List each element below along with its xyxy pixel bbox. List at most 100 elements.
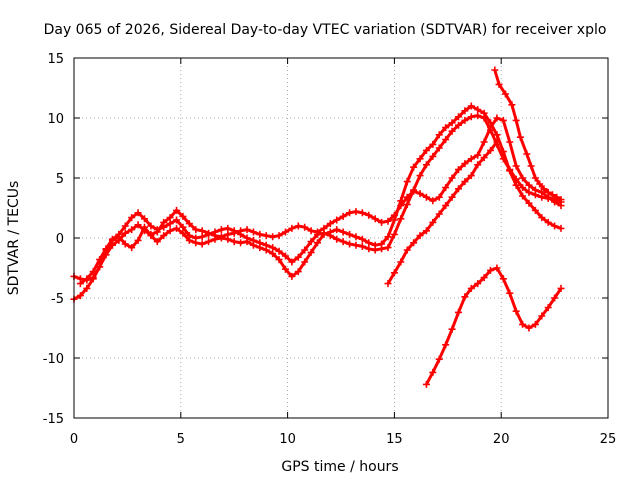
data-point	[378, 218, 386, 226]
series-track-4	[384, 138, 501, 288]
data-point	[173, 216, 181, 224]
data-point	[557, 224, 565, 232]
data-point	[512, 181, 520, 189]
data-point	[442, 136, 450, 144]
series-trace	[493, 69, 562, 201]
data-point	[461, 178, 469, 186]
y-tick-label: 5	[56, 172, 64, 187]
data-point	[179, 212, 187, 220]
data-point	[506, 289, 514, 297]
data-point	[294, 268, 302, 276]
data-point	[467, 155, 475, 163]
data-point	[288, 224, 296, 232]
data-point	[307, 227, 315, 235]
data-point	[237, 239, 245, 247]
data-point	[487, 266, 495, 274]
data-point	[480, 138, 488, 146]
data-point	[487, 146, 495, 154]
data-point	[230, 227, 238, 235]
data-point	[390, 269, 398, 277]
data-point	[525, 324, 533, 332]
data-point	[506, 138, 514, 146]
data-point	[429, 152, 437, 160]
data-point	[160, 232, 168, 240]
data-point	[384, 233, 392, 241]
data-point	[480, 154, 488, 162]
data-point	[467, 102, 475, 110]
data-point	[217, 234, 225, 242]
data-point	[435, 144, 443, 152]
data-point	[557, 284, 565, 292]
x-tick-label: 20	[493, 432, 510, 447]
data-point	[467, 113, 475, 121]
data-point	[480, 274, 488, 282]
y-tick-label: 15	[47, 52, 64, 67]
data-point	[179, 229, 187, 237]
data-point	[474, 112, 482, 120]
data-point	[326, 220, 334, 228]
data-point	[551, 222, 559, 230]
data-point	[128, 226, 136, 234]
data-point	[365, 211, 373, 219]
data-point	[128, 244, 136, 252]
data-point	[512, 307, 520, 315]
data-point	[153, 226, 161, 234]
data-point	[307, 248, 315, 256]
data-point	[89, 274, 97, 282]
data-point	[454, 308, 462, 316]
data-point	[397, 258, 405, 266]
data-point	[121, 229, 129, 237]
data-point	[474, 280, 482, 288]
y-tick-label: -10	[43, 352, 64, 367]
data-point	[527, 162, 535, 170]
data-point	[185, 220, 193, 228]
data-point	[519, 320, 527, 328]
data-point	[262, 232, 270, 240]
data-point	[346, 230, 354, 238]
x-tick-label: 0	[70, 432, 78, 447]
data-point	[410, 186, 418, 194]
data-point	[262, 241, 270, 249]
x-axis-label: GPS time / hours	[281, 459, 398, 475]
data-point	[390, 230, 398, 238]
data-point	[314, 230, 322, 238]
data-point	[544, 188, 552, 196]
data-point	[192, 234, 200, 242]
data-point	[461, 116, 469, 124]
data-point	[275, 247, 283, 255]
data-point	[358, 235, 366, 243]
data-point	[185, 232, 193, 240]
data-point	[301, 258, 309, 266]
data-point	[140, 223, 148, 231]
series-trace	[425, 266, 563, 386]
data-point	[147, 232, 155, 240]
data-point	[179, 223, 187, 231]
data-point	[249, 236, 257, 244]
data-point	[333, 216, 341, 224]
data-point	[416, 190, 424, 198]
data-point	[83, 275, 91, 283]
data-point	[390, 216, 398, 224]
data-point	[487, 126, 495, 134]
data-point	[538, 214, 546, 222]
data-point	[89, 268, 97, 276]
data-point	[256, 230, 264, 238]
data-point	[339, 228, 347, 236]
y-tick-label: 0	[56, 232, 64, 247]
data-point	[416, 155, 424, 163]
chart-title: Day 065 of 2026, Sidereal Day-to-day VTE…	[44, 22, 607, 38]
data-point	[474, 161, 482, 169]
data-point	[128, 214, 136, 222]
data-point	[523, 150, 531, 158]
series-track-3	[76, 112, 565, 288]
data-point	[491, 66, 499, 74]
data-point	[544, 194, 552, 202]
axis-ticks: 0 5 10 15 20 25 -15 -10 -5 0 5 10 15	[43, 52, 617, 447]
data-point	[429, 368, 437, 376]
data-point	[544, 218, 552, 226]
data-point	[166, 227, 174, 235]
data-point	[442, 184, 450, 192]
data-point	[211, 235, 219, 243]
data-point	[531, 320, 539, 328]
data-series	[70, 66, 565, 388]
